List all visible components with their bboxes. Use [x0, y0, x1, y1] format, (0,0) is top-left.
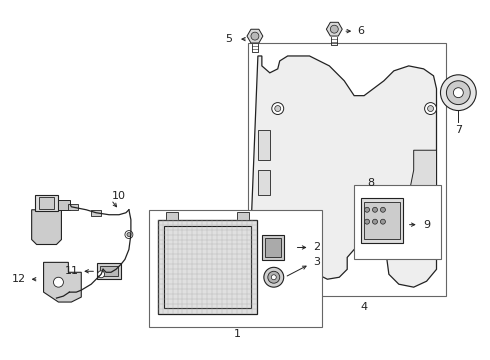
Circle shape — [441, 75, 476, 111]
Circle shape — [330, 25, 338, 33]
Circle shape — [251, 32, 259, 40]
Circle shape — [275, 105, 281, 112]
Bar — [265, 238, 281, 257]
Circle shape — [127, 233, 131, 237]
Bar — [237, 212, 249, 220]
Bar — [361, 198, 403, 243]
Circle shape — [446, 81, 470, 105]
Circle shape — [272, 103, 284, 114]
Bar — [158, 220, 257, 314]
Circle shape — [372, 207, 377, 212]
Bar — [166, 212, 177, 220]
Circle shape — [268, 271, 280, 283]
Text: 5: 5 — [225, 34, 232, 44]
Text: 11: 11 — [65, 266, 79, 276]
Text: 6: 6 — [357, 26, 364, 36]
Bar — [164, 226, 251, 308]
Text: 9: 9 — [424, 220, 431, 230]
Bar — [69, 204, 78, 210]
Bar — [262, 235, 284, 260]
Bar — [258, 170, 270, 195]
Text: 4: 4 — [361, 302, 368, 312]
Circle shape — [53, 277, 63, 287]
Text: 10: 10 — [112, 191, 126, 201]
Bar — [97, 264, 121, 279]
Polygon shape — [247, 29, 263, 43]
Bar — [149, 210, 322, 327]
Bar — [248, 43, 446, 296]
Circle shape — [428, 232, 433, 237]
Circle shape — [98, 271, 104, 278]
Polygon shape — [44, 262, 81, 302]
Circle shape — [372, 219, 377, 224]
Circle shape — [275, 232, 280, 237]
Text: 7: 7 — [455, 125, 462, 135]
Circle shape — [264, 267, 284, 287]
Bar — [100, 266, 118, 276]
Circle shape — [271, 275, 276, 280]
Circle shape — [380, 219, 386, 224]
Circle shape — [380, 207, 386, 212]
Circle shape — [365, 219, 369, 224]
Bar — [91, 210, 101, 216]
Polygon shape — [32, 210, 61, 244]
Circle shape — [426, 230, 436, 239]
Bar — [258, 130, 270, 160]
Polygon shape — [411, 150, 437, 200]
Bar — [35, 195, 58, 211]
Text: 2: 2 — [314, 243, 320, 252]
Bar — [58, 200, 71, 210]
Circle shape — [273, 230, 283, 239]
Circle shape — [453, 88, 464, 98]
Circle shape — [425, 103, 437, 114]
Text: 1: 1 — [234, 329, 241, 339]
Text: 3: 3 — [314, 257, 320, 267]
Polygon shape — [326, 22, 342, 36]
Circle shape — [125, 231, 133, 239]
Circle shape — [365, 207, 369, 212]
Circle shape — [428, 105, 434, 112]
Polygon shape — [250, 56, 437, 287]
Bar — [39, 197, 54, 209]
Text: 12: 12 — [12, 274, 25, 284]
Bar — [364, 202, 400, 239]
Bar — [354, 185, 441, 260]
Text: 8: 8 — [368, 178, 374, 188]
